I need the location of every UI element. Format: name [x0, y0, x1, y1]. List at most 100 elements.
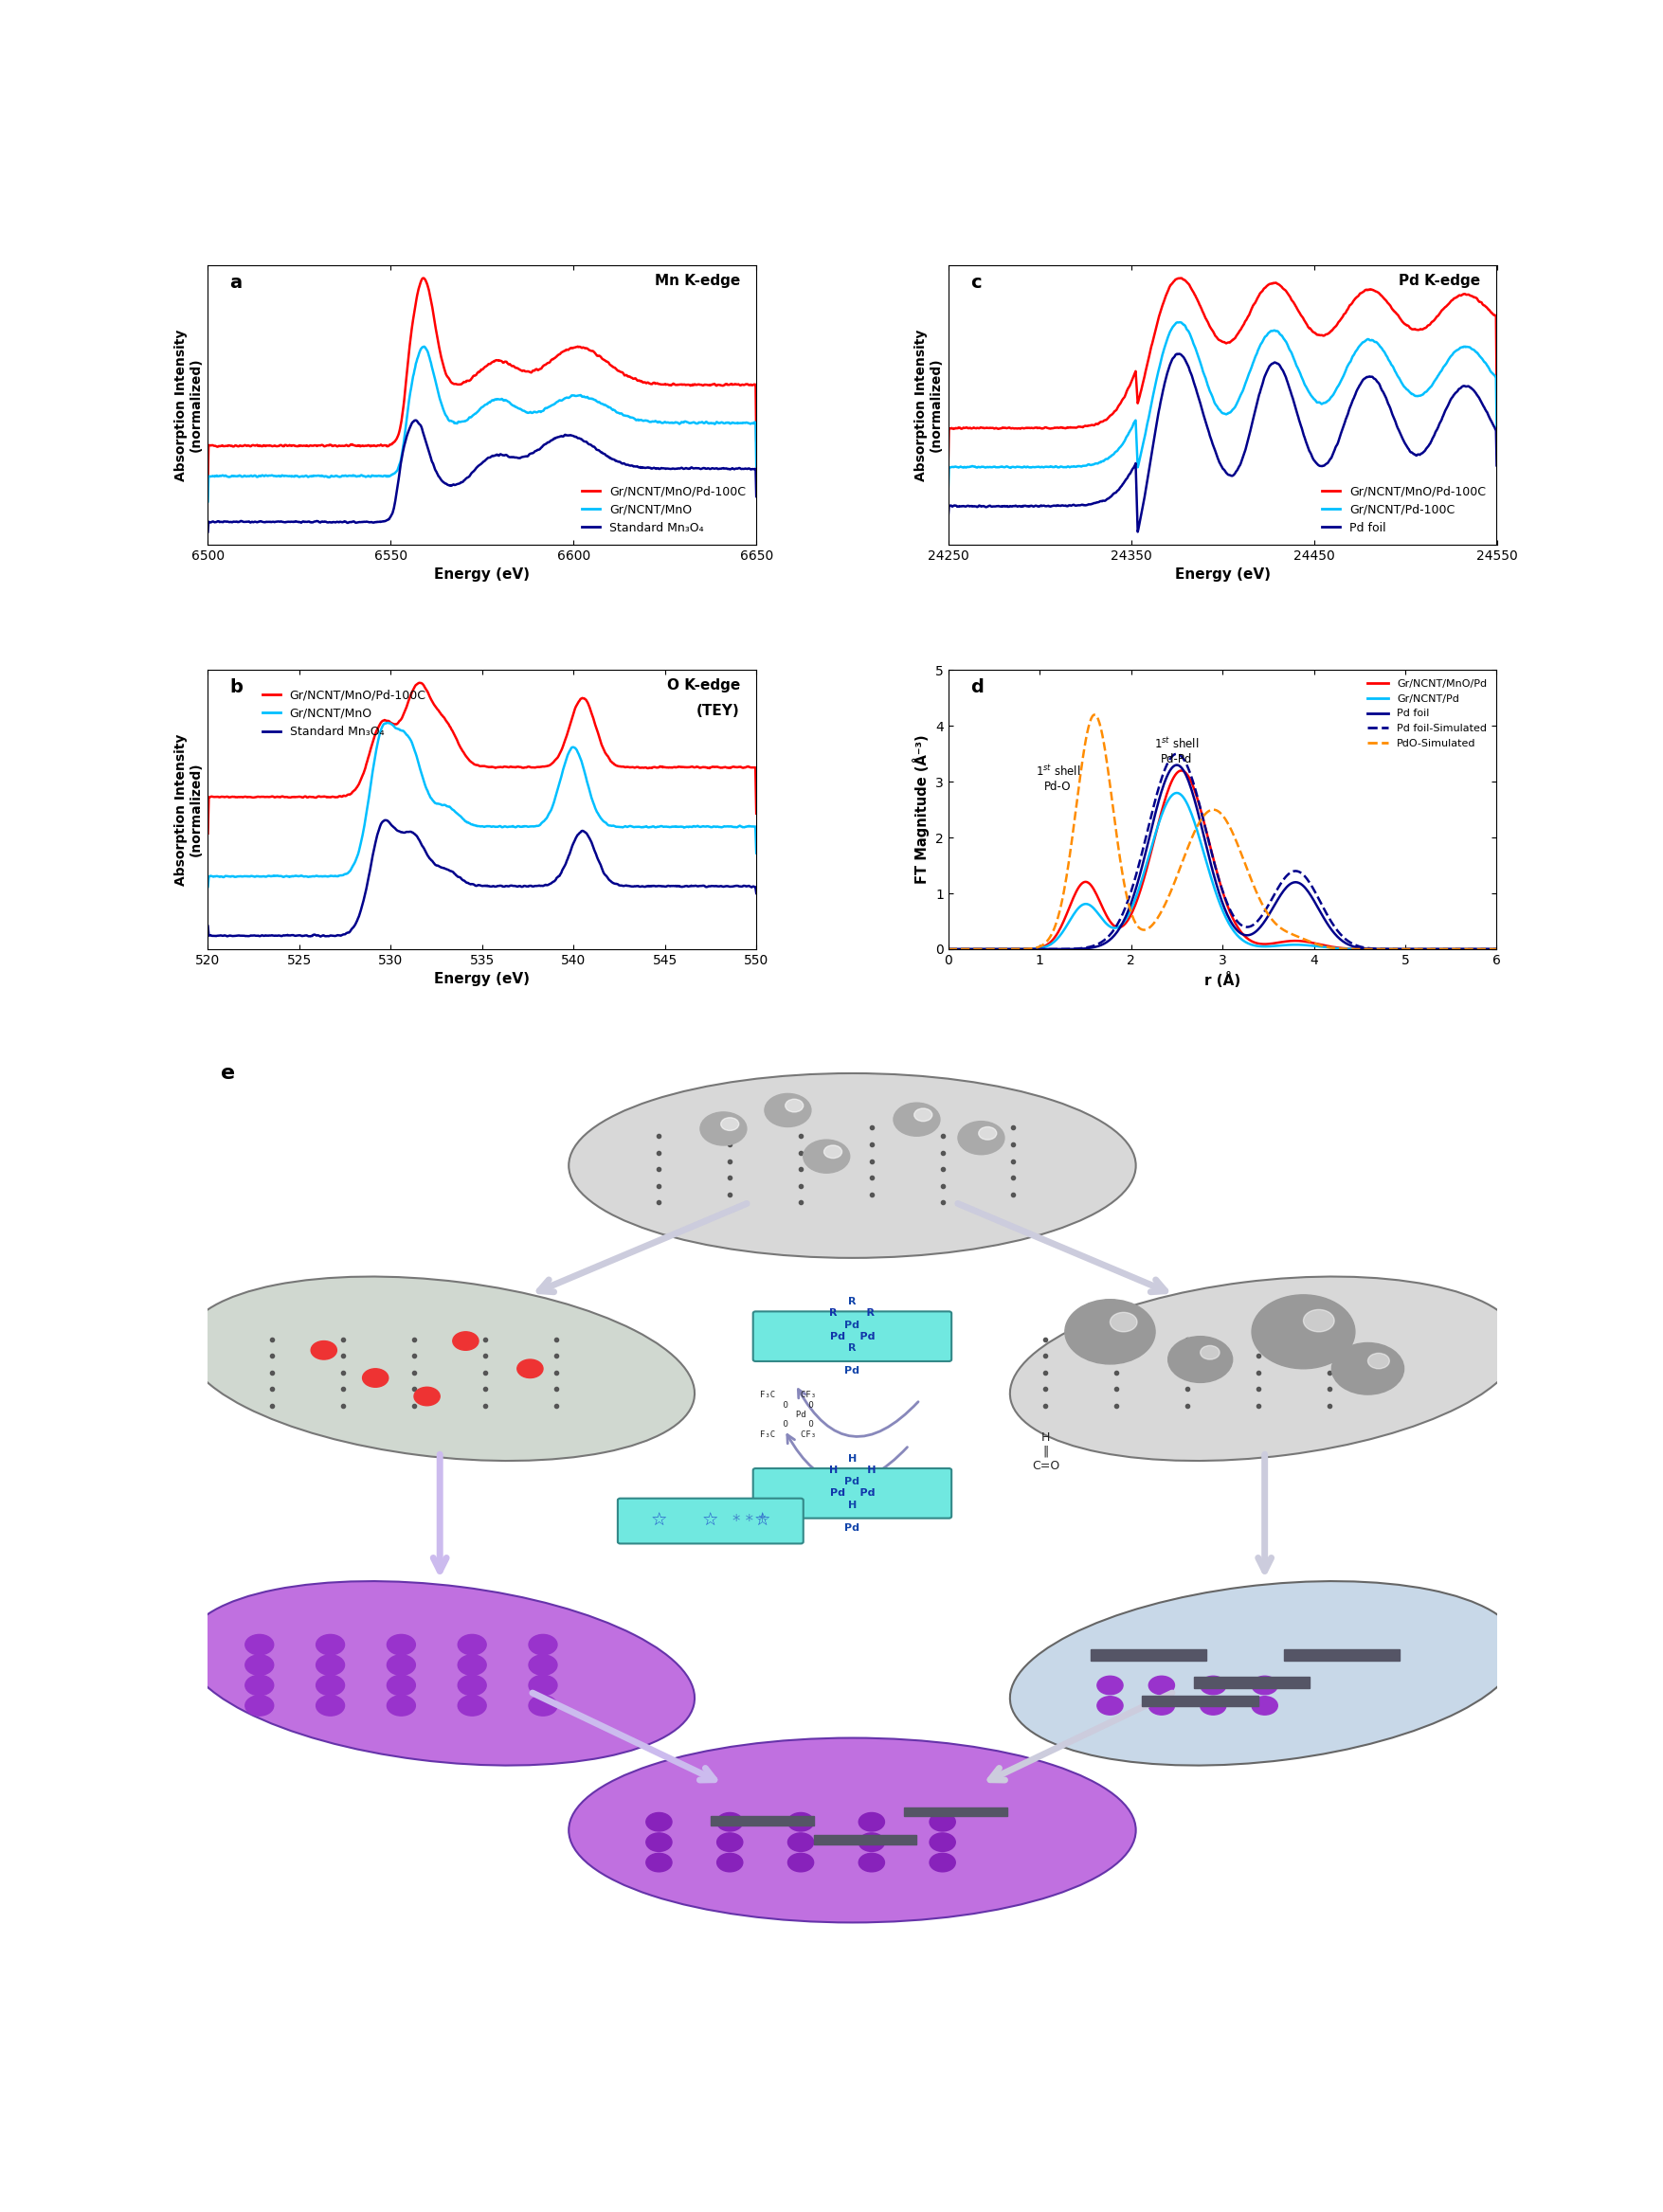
Circle shape — [720, 1117, 738, 1130]
X-axis label: Energy (eV): Energy (eV) — [434, 973, 530, 987]
Text: H: H — [848, 1500, 856, 1509]
Y-axis label: Absorption Intensity
(normalized): Absorption Intensity (normalized) — [915, 330, 943, 480]
Text: R: R — [848, 1296, 856, 1307]
Legend: Gr/NCNT/MnO/Pd-100C, Gr/NCNT/Pd-100C, Pd foil: Gr/NCNT/MnO/Pd-100C, Gr/NCNT/Pd-100C, Pd… — [1317, 480, 1490, 538]
Text: Pd: Pd — [845, 1478, 860, 1486]
Circle shape — [311, 1340, 336, 1360]
FancyBboxPatch shape — [753, 1312, 951, 1360]
Circle shape — [244, 1655, 274, 1674]
Text: R: R — [848, 1343, 856, 1354]
Circle shape — [316, 1635, 344, 1655]
Circle shape — [457, 1635, 486, 1655]
Circle shape — [1304, 1310, 1334, 1332]
Circle shape — [1367, 1354, 1390, 1369]
Text: * * *: * * * — [732, 1513, 767, 1528]
Legend: Gr/NCNT/MnO/Pd-100C, Gr/NCNT/MnO, Standard Mn₃O₄: Gr/NCNT/MnO/Pd-100C, Gr/NCNT/MnO, Standa… — [258, 684, 431, 743]
Ellipse shape — [1009, 1276, 1520, 1460]
Legend: Gr/NCNT/MnO/Pd, Gr/NCNT/Pd, Pd foil, Pd foil-Simulated, PdO-Simulated: Gr/NCNT/MnO/Pd, Gr/NCNT/Pd, Pd foil, Pd … — [1364, 675, 1492, 752]
Y-axis label: Absorption Intensity
(normalized): Absorption Intensity (normalized) — [175, 330, 203, 480]
Circle shape — [1201, 1345, 1219, 1360]
Circle shape — [387, 1635, 416, 1655]
Text: 1$^{st}$ shell
Pd-O: 1$^{st}$ shell Pd-O — [1036, 763, 1081, 792]
Text: Pd: Pd — [845, 1321, 860, 1329]
Circle shape — [316, 1674, 344, 1694]
Circle shape — [1201, 1697, 1226, 1714]
Circle shape — [785, 1099, 803, 1113]
Circle shape — [1098, 1697, 1123, 1714]
Circle shape — [930, 1854, 956, 1871]
Text: d: d — [970, 679, 983, 697]
Circle shape — [858, 1854, 885, 1871]
Circle shape — [244, 1674, 274, 1694]
Text: O K-edge: O K-edge — [667, 679, 740, 692]
Text: ☆: ☆ — [753, 1513, 770, 1531]
Circle shape — [387, 1674, 416, 1694]
X-axis label: r (Å): r (Å) — [1204, 973, 1241, 989]
Ellipse shape — [185, 1276, 695, 1460]
Circle shape — [1201, 1677, 1226, 1694]
Circle shape — [457, 1694, 486, 1717]
Polygon shape — [710, 1816, 813, 1825]
Circle shape — [1111, 1312, 1137, 1332]
FancyBboxPatch shape — [753, 1469, 951, 1517]
Ellipse shape — [569, 1739, 1136, 1922]
Polygon shape — [1142, 1694, 1259, 1705]
Circle shape — [700, 1113, 747, 1146]
Text: (TEY): (TEY) — [697, 703, 740, 719]
Circle shape — [1149, 1697, 1174, 1714]
Text: c: c — [970, 274, 981, 292]
Text: R        R: R R — [830, 1310, 875, 1318]
Circle shape — [645, 1812, 672, 1832]
Polygon shape — [813, 1834, 916, 1845]
Circle shape — [930, 1812, 956, 1832]
X-axis label: Energy (eV): Energy (eV) — [1174, 568, 1271, 582]
Circle shape — [788, 1834, 813, 1851]
Text: Pd: Pd — [845, 1367, 860, 1376]
Circle shape — [457, 1655, 486, 1674]
Circle shape — [645, 1854, 672, 1871]
Text: H        H: H H — [828, 1467, 876, 1475]
Circle shape — [387, 1655, 416, 1674]
Text: F₃C     CF₃
    O    O
     Pd
    O    O
F₃C     CF₃: F₃C CF₃ O O Pd O O F₃C CF₃ — [760, 1391, 817, 1438]
Text: ☆: ☆ — [650, 1513, 667, 1531]
Circle shape — [930, 1834, 956, 1851]
Text: a: a — [229, 274, 243, 292]
Text: Pd: Pd — [845, 1524, 860, 1533]
Circle shape — [244, 1694, 274, 1717]
Circle shape — [529, 1635, 557, 1655]
Circle shape — [717, 1854, 743, 1871]
Polygon shape — [1194, 1677, 1310, 1688]
Circle shape — [1252, 1697, 1277, 1714]
Circle shape — [517, 1360, 542, 1378]
Circle shape — [893, 1104, 940, 1137]
Text: Mn K-edge: Mn K-edge — [654, 274, 740, 288]
Text: H
‖
C=O: H ‖ C=O — [1031, 1431, 1059, 1473]
Ellipse shape — [569, 1073, 1136, 1259]
Circle shape — [529, 1655, 557, 1674]
Circle shape — [1149, 1677, 1174, 1694]
Circle shape — [244, 1635, 274, 1655]
Circle shape — [858, 1834, 885, 1851]
FancyBboxPatch shape — [617, 1498, 803, 1544]
Circle shape — [457, 1674, 486, 1694]
Circle shape — [958, 1121, 1004, 1155]
Circle shape — [316, 1694, 344, 1717]
Circle shape — [803, 1139, 850, 1172]
Circle shape — [1064, 1298, 1156, 1365]
Legend: Gr/NCNT/MnO/Pd-100C, Gr/NCNT/MnO, Standard Mn₃O₄: Gr/NCNT/MnO/Pd-100C, Gr/NCNT/MnO, Standa… — [577, 480, 750, 538]
Text: 1$^{st}$ shell
Pd-Pd: 1$^{st}$ shell Pd-Pd — [1154, 737, 1199, 765]
Polygon shape — [1091, 1650, 1207, 1661]
X-axis label: Energy (eV): Energy (eV) — [434, 568, 530, 582]
Polygon shape — [905, 1807, 1008, 1816]
Text: Pd    Pd: Pd Pd — [830, 1489, 875, 1498]
Circle shape — [387, 1694, 416, 1717]
Circle shape — [1332, 1343, 1404, 1394]
Circle shape — [823, 1146, 841, 1159]
Circle shape — [645, 1834, 672, 1851]
Circle shape — [788, 1854, 813, 1871]
Circle shape — [915, 1108, 933, 1121]
Circle shape — [1252, 1677, 1277, 1694]
Circle shape — [978, 1126, 996, 1139]
Text: ☆: ☆ — [702, 1513, 718, 1531]
Circle shape — [717, 1834, 743, 1851]
